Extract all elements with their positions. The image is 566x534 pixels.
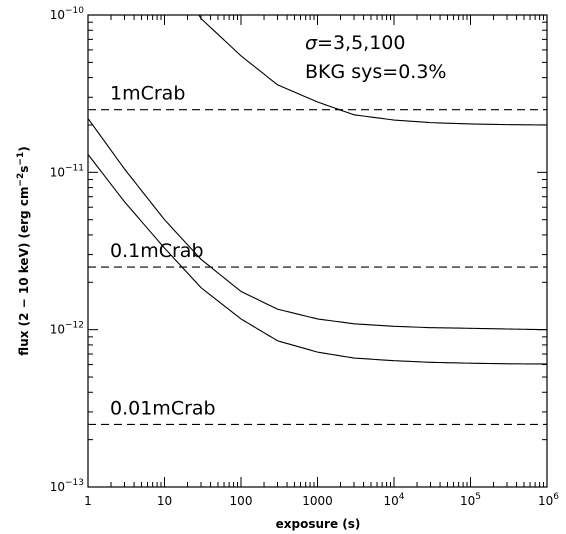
- y-tick-label: 10−11: [50, 163, 84, 179]
- reference-label-2: 0.1mCrab: [110, 240, 204, 262]
- x-tick-label: 105: [460, 492, 481, 508]
- x-tick-label: 104: [383, 492, 404, 508]
- x-tick-label: 10: [157, 494, 172, 508]
- series-line-1: [198, 15, 547, 126]
- y-tick-label: 10−13: [50, 478, 84, 494]
- annotation-sigma: σ=3,5,100: [305, 32, 406, 54]
- series-line-3: [88, 154, 547, 365]
- y-axis-title: flux (2 − 10 keV) (erg cm−2s−1): [16, 146, 31, 355]
- x-tick-label: 106: [538, 492, 559, 508]
- reference-label-1: 1mCrab: [110, 83, 185, 105]
- series-line-2: [88, 118, 547, 331]
- x-tick-label: 100: [230, 494, 253, 508]
- y-tick-label: 10−12: [50, 321, 84, 337]
- x-tick-label: 1: [84, 494, 92, 508]
- x-axis-title: exposure (s): [276, 517, 361, 531]
- reference-label-3: 0.01mCrab: [110, 397, 216, 419]
- annotation-bkg-sys: BKG sys=0.3%: [305, 61, 447, 83]
- y-tick-label: 10−10: [50, 6, 85, 22]
- x-tick-label: 1000: [302, 494, 333, 508]
